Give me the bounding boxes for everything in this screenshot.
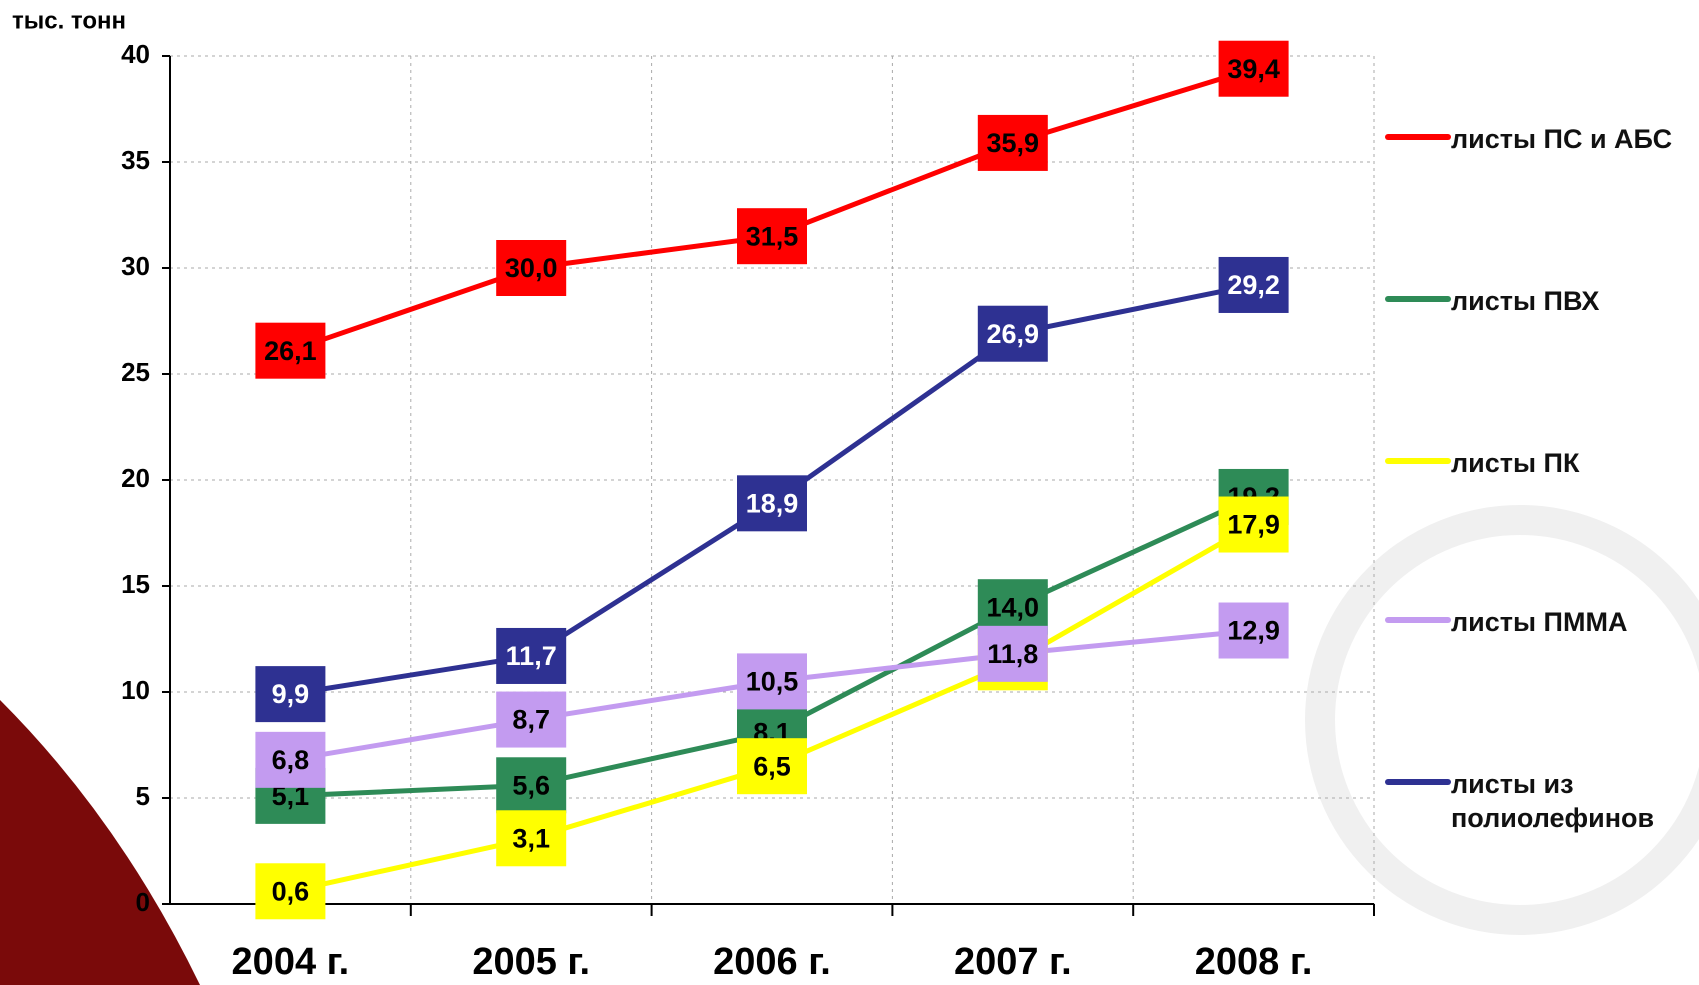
legend-item: листы из полиолефинов [1385, 767, 1681, 835]
data-label: 0,6 [272, 876, 310, 906]
x-tick-label: 2006 г. [713, 941, 831, 983]
x-tick-label: 2004 г. [232, 941, 350, 983]
y-tick-label: 10 [121, 675, 150, 705]
legend-label: листы из полиолефинов [1451, 767, 1681, 835]
data-label: 18,9 [746, 488, 799, 518]
x-tick-label: 2008 г. [1195, 941, 1313, 983]
data-label: 14,0 [987, 592, 1040, 622]
legend-label: листы ПВХ [1451, 284, 1681, 318]
legend-item: листы ПК [1385, 446, 1681, 480]
y-tick-label: 0 [136, 887, 150, 917]
data-label: 3,1 [512, 823, 550, 853]
data-label: 11,8 [987, 639, 1038, 669]
x-tick-label: 2007 г. [954, 941, 1072, 983]
data-label: 9,9 [272, 679, 310, 709]
page: {"chart_data": {"type": "line", "y_label… [0, 0, 1699, 985]
legend-label: листы ПММА [1451, 605, 1681, 639]
legend-swatch [1385, 779, 1451, 785]
legend-swatch [1385, 296, 1451, 302]
legend-swatch [1385, 458, 1451, 464]
data-label: 17,9 [1227, 510, 1280, 540]
legend-swatch [1385, 134, 1451, 140]
data-label: 35,9 [987, 128, 1040, 158]
data-label: 10,5 [746, 667, 799, 697]
data-label: 30,0 [505, 253, 558, 283]
x-tick-label: 2005 г. [472, 941, 590, 983]
data-label: 26,1 [264, 336, 317, 366]
background-shell [1320, 520, 1699, 920]
legend-label: листы ПК [1451, 446, 1681, 480]
data-label: 29,2 [1227, 270, 1280, 300]
y-tick-label: 25 [121, 357, 150, 387]
y-tick-label: 30 [121, 251, 150, 281]
y-tick-label: 35 [121, 145, 150, 175]
y-tick-label: 40 [121, 39, 150, 69]
data-label: 5,6 [512, 770, 550, 800]
data-label: 39,4 [1227, 54, 1280, 84]
legend-swatch [1385, 617, 1451, 623]
data-label: 12,9 [1227, 616, 1280, 646]
data-label: 31,5 [746, 221, 799, 251]
data-label: 6,5 [753, 751, 791, 781]
data-label: 11,7 [506, 641, 557, 671]
legend-label: листы ПС и АБС [1451, 122, 1681, 156]
legend-item: листы ПММА [1385, 605, 1681, 639]
y-axis-label: тыс. тонн [12, 7, 126, 34]
data-label: 6,8 [272, 745, 310, 775]
legend-item: листы ПВХ [1385, 284, 1681, 318]
data-label: 8,7 [512, 705, 550, 735]
legend-item: листы ПС и АБС [1385, 122, 1681, 156]
y-tick-label: 15 [121, 569, 150, 599]
data-label: 26,9 [987, 319, 1040, 349]
y-tick-label: 5 [136, 781, 150, 811]
y-tick-label: 20 [121, 463, 150, 493]
